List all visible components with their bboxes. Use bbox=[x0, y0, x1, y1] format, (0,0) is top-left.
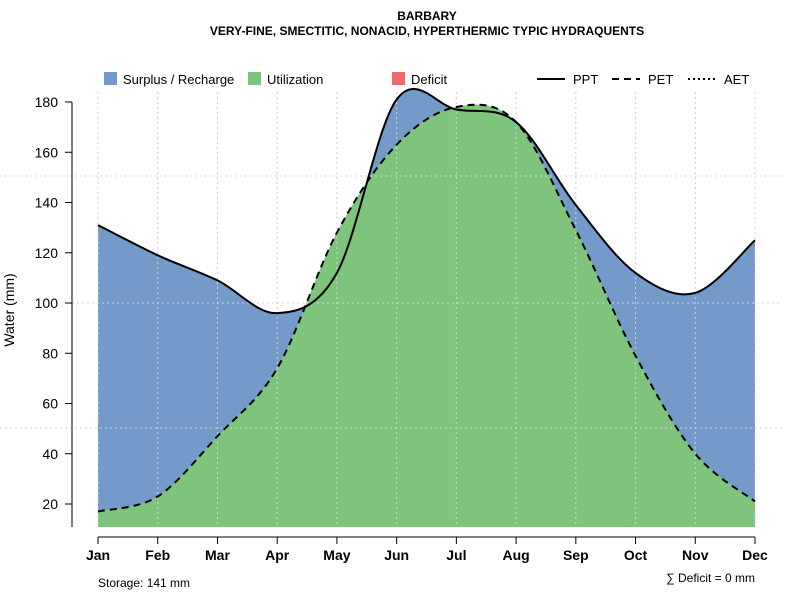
pet-line bbox=[97, 103, 756, 513]
x-tick-label-may: May bbox=[323, 547, 350, 563]
x-ticks: Jan Feb Mar Apr May Jun Jul Aug Sep Oct Nov Dec bbox=[86, 537, 768, 563]
legend-label-utilization: Utilization bbox=[267, 72, 323, 87]
y-tick-label-140: 140 bbox=[35, 195, 59, 211]
x-tick-label-feb: Feb bbox=[145, 547, 170, 563]
legend-swatch-utilization bbox=[248, 72, 261, 85]
legend-label-pet: PET bbox=[648, 72, 673, 87]
chart-title: BARBARY bbox=[397, 9, 457, 23]
y-tick-label-120: 120 bbox=[35, 245, 59, 261]
y-tick-label-160: 160 bbox=[35, 144, 59, 160]
y-tick-label-20: 20 bbox=[42, 496, 58, 512]
x-tick-label-sep: Sep bbox=[563, 547, 589, 563]
axes bbox=[71, 102, 755, 538]
legend-label-aet: AET bbox=[724, 72, 749, 87]
legend-label-ppt: PPT bbox=[573, 72, 598, 87]
utilization-area-storage bbox=[98, 104, 755, 528]
y-tick-label-60: 60 bbox=[42, 396, 58, 412]
x-tick-label-jun: Jun bbox=[384, 547, 409, 563]
x-tick-label-oct: Oct bbox=[624, 547, 648, 563]
overlay-grid bbox=[0, 92, 782, 527]
legend-label-deficit: Deficit bbox=[411, 72, 448, 87]
x-tick-label-aug: Aug bbox=[502, 547, 529, 563]
y-tick-label-180: 180 bbox=[35, 94, 59, 110]
ppt-line bbox=[97, 87, 756, 315]
deficit-annotation: ∑ Deficit = 0 mm bbox=[666, 571, 755, 585]
y-tick-label-40: 40 bbox=[42, 446, 58, 462]
x-tick-label-jul: Jul bbox=[446, 547, 466, 563]
legend-label-surplus: Surplus / Recharge bbox=[123, 72, 234, 87]
x-tick-label-nov: Nov bbox=[682, 547, 709, 563]
y-ticks: 20 40 60 80 100 120 140 160 180 bbox=[35, 94, 72, 512]
y-tick-label-100: 100 bbox=[35, 295, 59, 311]
storage-annotation: Storage: 141 mm bbox=[98, 576, 190, 590]
x-tick-label-dec: Dec bbox=[742, 547, 768, 563]
y-axis-label: Water (mm) bbox=[1, 273, 17, 346]
legend-swatch-deficit bbox=[392, 72, 405, 85]
x-tick-label-apr: Apr bbox=[265, 547, 290, 563]
chart-subtitle: VERY-FINE, SMECTITIC, NONACID, HYPERTHER… bbox=[210, 24, 644, 38]
legend-swatch-surplus bbox=[104, 72, 117, 85]
x-tick-label-jan: Jan bbox=[86, 547, 110, 563]
legend: Surplus / Recharge Utilization Deficit P… bbox=[104, 72, 749, 87]
y-tick-label-80: 80 bbox=[42, 345, 58, 361]
x-tick-label-mar: Mar bbox=[205, 547, 230, 563]
